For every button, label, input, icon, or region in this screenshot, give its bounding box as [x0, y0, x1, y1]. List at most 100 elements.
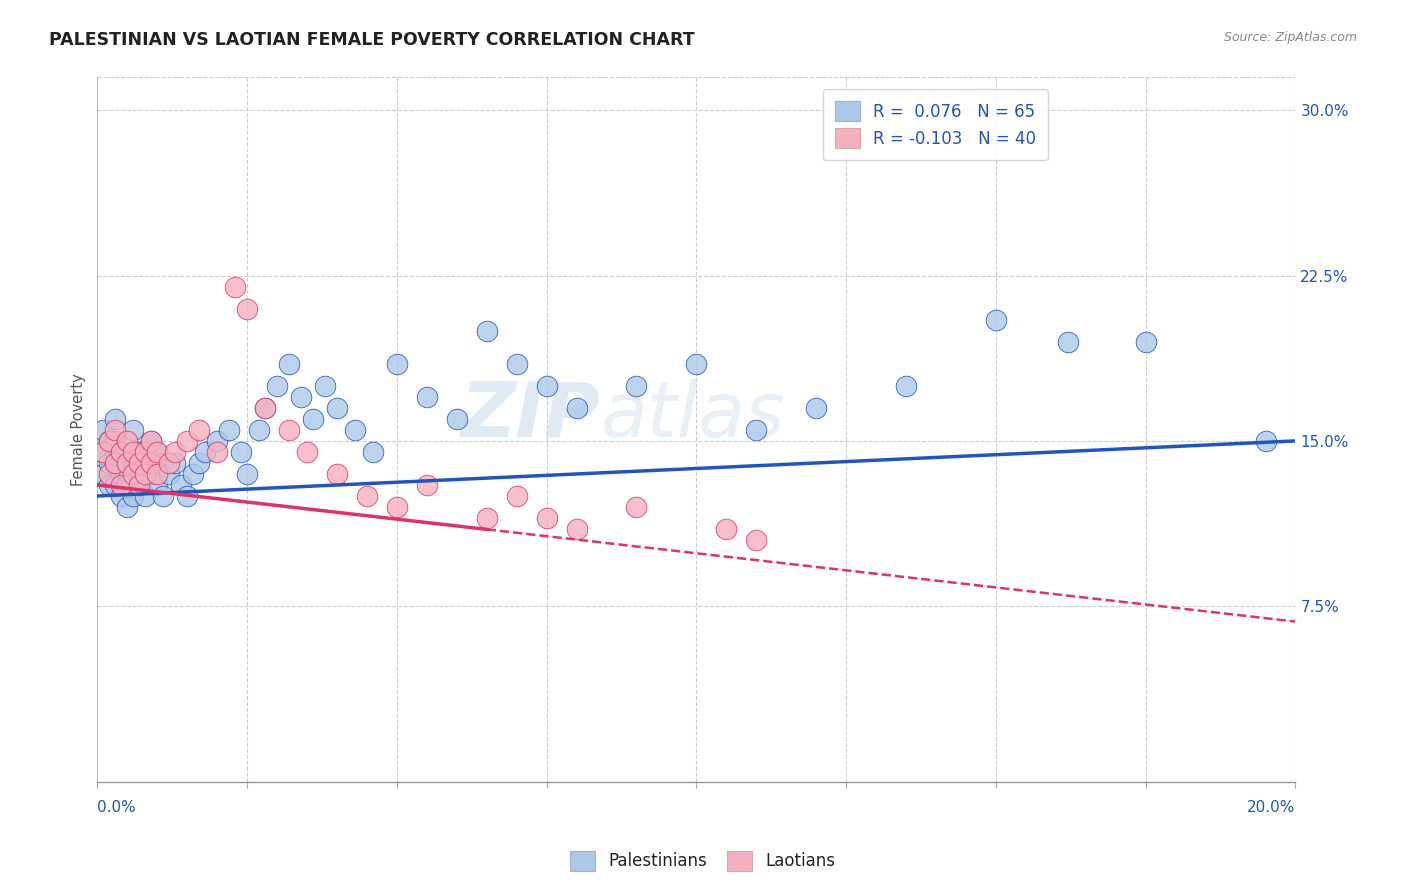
Point [194, 445, 217, 459]
Point [536, 511, 558, 525]
Point [110, 489, 132, 503]
Text: 20.0%: 20.0% [1247, 800, 1295, 815]
Point [745, 533, 768, 547]
Point [110, 478, 132, 492]
Point [626, 500, 648, 514]
Point [254, 401, 277, 415]
Point [475, 511, 498, 525]
Point [565, 401, 588, 415]
Text: Source: ZipAtlas.com: Source: ZipAtlas.com [1223, 31, 1357, 45]
Point [446, 412, 468, 426]
Point [146, 445, 169, 459]
Point [326, 401, 349, 415]
Point [170, 478, 193, 492]
Point [295, 445, 318, 459]
Text: ZIP: ZIP [461, 379, 600, 453]
Point [745, 423, 768, 437]
Point [93, 467, 115, 481]
Point [1135, 334, 1157, 349]
Point [343, 423, 366, 437]
Point [134, 467, 156, 481]
Point [146, 467, 169, 481]
Point [176, 434, 198, 448]
Point [141, 456, 163, 470]
Point [224, 279, 246, 293]
Point [152, 456, 174, 470]
Point [361, 445, 384, 459]
Point [122, 467, 145, 481]
Point [93, 423, 115, 437]
Point [205, 445, 228, 459]
Point [98, 456, 121, 470]
Point [181, 467, 204, 481]
Point [98, 434, 121, 448]
Legend: R =  0.076   N = 65, R = -0.103   N = 40: R = 0.076 N = 65, R = -0.103 N = 40 [823, 89, 1047, 160]
Point [416, 390, 439, 404]
Point [93, 445, 115, 459]
Point [122, 456, 145, 470]
Point [157, 456, 180, 470]
Legend: Palestinians, Laotians: Palestinians, Laotians [562, 842, 844, 880]
Point [356, 489, 378, 503]
Point [128, 478, 150, 492]
Point [894, 379, 917, 393]
Point [98, 434, 121, 448]
Point [98, 467, 121, 481]
Point [247, 423, 270, 437]
Point [290, 390, 312, 404]
Point [141, 434, 163, 448]
Point [984, 312, 1007, 326]
Point [152, 489, 174, 503]
Point [146, 478, 169, 492]
Point [565, 522, 588, 536]
Point [104, 456, 127, 470]
Point [104, 478, 127, 492]
Point [128, 456, 150, 470]
Point [278, 357, 301, 371]
Point [475, 324, 498, 338]
Text: atlas: atlas [600, 379, 785, 453]
Point [236, 467, 259, 481]
Point [1254, 434, 1277, 448]
Point [505, 357, 527, 371]
Point [134, 489, 156, 503]
Point [385, 500, 408, 514]
Point [110, 445, 132, 459]
Point [146, 445, 169, 459]
Point [110, 445, 132, 459]
Point [141, 467, 163, 481]
Y-axis label: Female Poverty: Female Poverty [72, 374, 86, 486]
Point [278, 423, 301, 437]
Point [117, 434, 139, 448]
Point [188, 456, 211, 470]
Point [104, 412, 127, 426]
Point [806, 401, 828, 415]
Point [128, 478, 150, 492]
Point [188, 423, 211, 437]
Point [110, 467, 132, 481]
Point [134, 456, 156, 470]
Point [117, 456, 139, 470]
Point [416, 478, 439, 492]
Point [205, 434, 228, 448]
Point [157, 467, 180, 481]
Point [176, 489, 198, 503]
Point [236, 301, 259, 316]
Point [104, 456, 127, 470]
Point [716, 522, 738, 536]
Point [626, 379, 648, 393]
Point [326, 467, 349, 481]
Point [134, 445, 156, 459]
Point [104, 434, 127, 448]
Point [98, 478, 121, 492]
Point [93, 445, 115, 459]
Point [254, 401, 277, 415]
Point [122, 489, 145, 503]
Point [229, 445, 252, 459]
Point [266, 379, 288, 393]
Point [1056, 334, 1078, 349]
Point [218, 423, 240, 437]
Point [122, 445, 145, 459]
Point [685, 357, 707, 371]
Point [117, 478, 139, 492]
